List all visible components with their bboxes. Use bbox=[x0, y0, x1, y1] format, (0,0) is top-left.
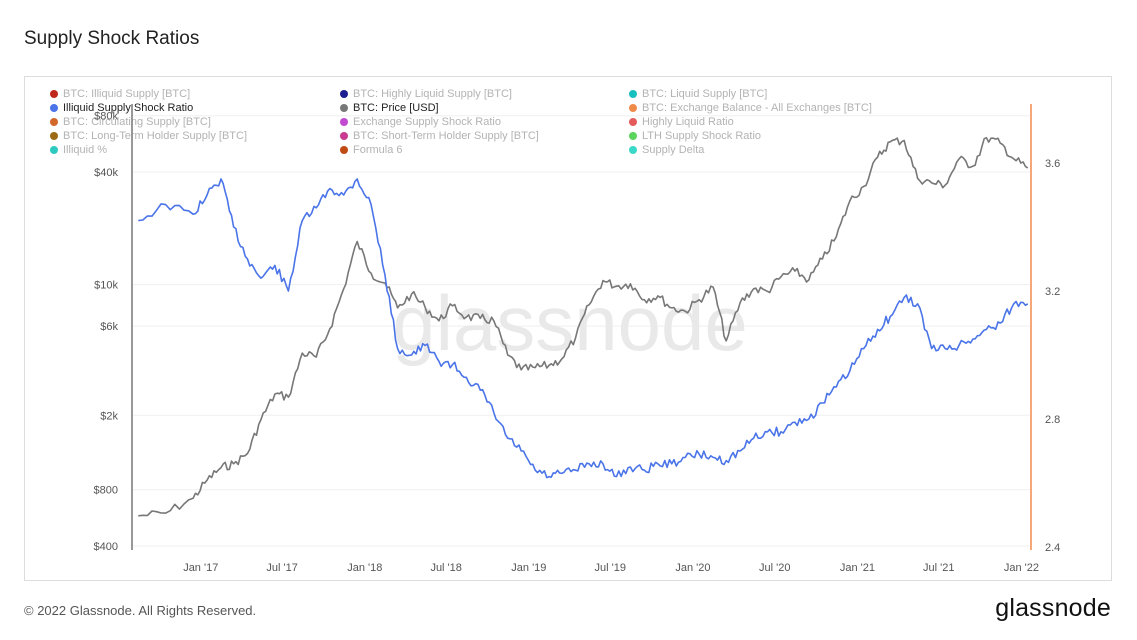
legend-label: BTC: Long-Term Holder Supply [BTC] bbox=[63, 130, 248, 142]
legend-label: BTC: Highly Liquid Supply [BTC] bbox=[353, 88, 512, 100]
legend-item[interactable]: Exchange Supply Shock Ratio bbox=[340, 115, 501, 129]
shock-ratio-series-line bbox=[138, 178, 1029, 479]
page-title: Supply Shock Ratios bbox=[24, 28, 200, 49]
x-tick-label: Jan '19 bbox=[511, 562, 546, 574]
legend-swatch bbox=[629, 90, 637, 98]
x-tick-label: Jan '18 bbox=[347, 562, 382, 574]
legend-label: BTC: Short-Term Holder Supply [BTC] bbox=[353, 130, 539, 142]
x-tick-label: Jan '20 bbox=[675, 562, 710, 574]
y-right-tick-label: 3.2 bbox=[1045, 286, 1060, 298]
legend-label: BTC: Price [USD] bbox=[353, 102, 439, 114]
glassnode-logo: glassnode bbox=[995, 594, 1111, 622]
grid-lines bbox=[132, 115, 1030, 547]
series-layer bbox=[138, 136, 1029, 517]
x-tick-label: Jul '17 bbox=[266, 562, 297, 574]
legend-item[interactable]: BTC: Illiquid Supply [BTC] bbox=[50, 87, 190, 101]
legend-swatch bbox=[340, 90, 348, 98]
legend-swatch bbox=[50, 118, 58, 126]
x-tick-label: Jul '18 bbox=[430, 562, 461, 574]
x-tick-label: Jul '20 bbox=[759, 562, 790, 574]
legend-item[interactable]: Illiquid % bbox=[50, 143, 107, 157]
x-tick-label: Jan '22 bbox=[1004, 562, 1039, 574]
legend-label: LTH Supply Shock Ratio bbox=[642, 130, 762, 142]
legend-item[interactable]: BTC: Circulating Supply [BTC] bbox=[50, 115, 211, 129]
legend-item[interactable]: BTC: Price [USD] bbox=[340, 101, 439, 115]
x-tick-label: Jan '21 bbox=[840, 562, 875, 574]
y-left-tick-label: $80k bbox=[94, 111, 118, 123]
price-series-line bbox=[138, 136, 1029, 517]
axes: $80k $40k $10k $6k $2k $800 $400 3.6 3.2 2.8 2.4 Ja… bbox=[94, 104, 1060, 574]
legend-swatch bbox=[629, 146, 637, 154]
legend-swatch bbox=[629, 104, 637, 112]
legend-item[interactable]: BTC: Liquid Supply [BTC] bbox=[629, 87, 767, 101]
watermark-text: glassnode bbox=[392, 279, 748, 367]
legend-item[interactable]: Supply Delta bbox=[629, 143, 704, 157]
copyright-text: © 2022 Glassnode. All Rights Reserved. bbox=[24, 603, 257, 618]
legend-swatch bbox=[340, 118, 348, 126]
legend-label: BTC: Liquid Supply [BTC] bbox=[642, 88, 768, 100]
legend-label: Exchange Supply Shock Ratio bbox=[353, 116, 501, 128]
legend-swatch bbox=[340, 146, 348, 154]
legend-swatch bbox=[340, 132, 348, 140]
legend-swatch bbox=[50, 90, 58, 98]
x-tick-label: Jul '19 bbox=[594, 562, 625, 574]
legend-label: Illiquid % bbox=[63, 144, 108, 156]
legend-item[interactable]: BTC: Highly Liquid Supply [BTC] bbox=[340, 87, 512, 101]
legend-swatch bbox=[629, 132, 637, 140]
legend-item[interactable]: BTC: Short-Term Holder Supply [BTC] bbox=[340, 129, 539, 143]
y-left-tick-label: $400 bbox=[94, 541, 118, 553]
legend-item[interactable]: LTH Supply Shock Ratio bbox=[629, 129, 761, 143]
y-left-tick-label: $10k bbox=[94, 280, 118, 292]
legend-swatch bbox=[50, 104, 58, 112]
legend-label: BTC: Illiquid Supply [BTC] bbox=[63, 88, 191, 100]
legend-label: BTC: Exchange Balance - All Exchanges [B… bbox=[642, 102, 872, 114]
legend-item[interactable]: Illiquid Supply Shock Ratio bbox=[50, 101, 193, 115]
legend-item[interactable]: Formula 6 bbox=[340, 143, 403, 157]
y-right-tick-label: 3.6 bbox=[1045, 158, 1060, 170]
legend-item[interactable]: BTC: Long-Term Holder Supply [BTC] bbox=[50, 129, 247, 143]
legend-swatch bbox=[629, 118, 637, 126]
legend-swatch bbox=[50, 146, 58, 154]
legend-label: Highly Liquid Ratio bbox=[642, 116, 734, 128]
legend-item[interactable]: BTC: Exchange Balance - All Exchanges [B… bbox=[629, 101, 872, 115]
chart-frame bbox=[24, 76, 1112, 581]
legend-label: Illiquid Supply Shock Ratio bbox=[63, 102, 194, 114]
x-tick-label: Jul '21 bbox=[923, 562, 954, 574]
x-tick-label: Jan '17 bbox=[183, 562, 218, 574]
chart-legend: BTC: Illiquid Supply [BTC] BTC: Highly Li… bbox=[50, 87, 950, 159]
y-left-tick-label: $40k bbox=[94, 167, 118, 179]
legend-swatch bbox=[340, 104, 348, 112]
legend-label: BTC: Circulating Supply [BTC] bbox=[63, 116, 211, 128]
legend-label: Formula 6 bbox=[353, 144, 403, 156]
legend-swatch bbox=[50, 132, 58, 140]
y-right-tick-label: 2.4 bbox=[1045, 542, 1060, 554]
y-right-tick-label: 2.8 bbox=[1045, 414, 1060, 426]
legend-label: Supply Delta bbox=[642, 144, 705, 156]
legend-item[interactable]: Highly Liquid Ratio bbox=[629, 115, 734, 129]
y-left-tick-label: $6k bbox=[100, 321, 118, 333]
y-left-tick-label: $2k bbox=[100, 410, 118, 422]
y-left-tick-label: $800 bbox=[94, 485, 118, 497]
